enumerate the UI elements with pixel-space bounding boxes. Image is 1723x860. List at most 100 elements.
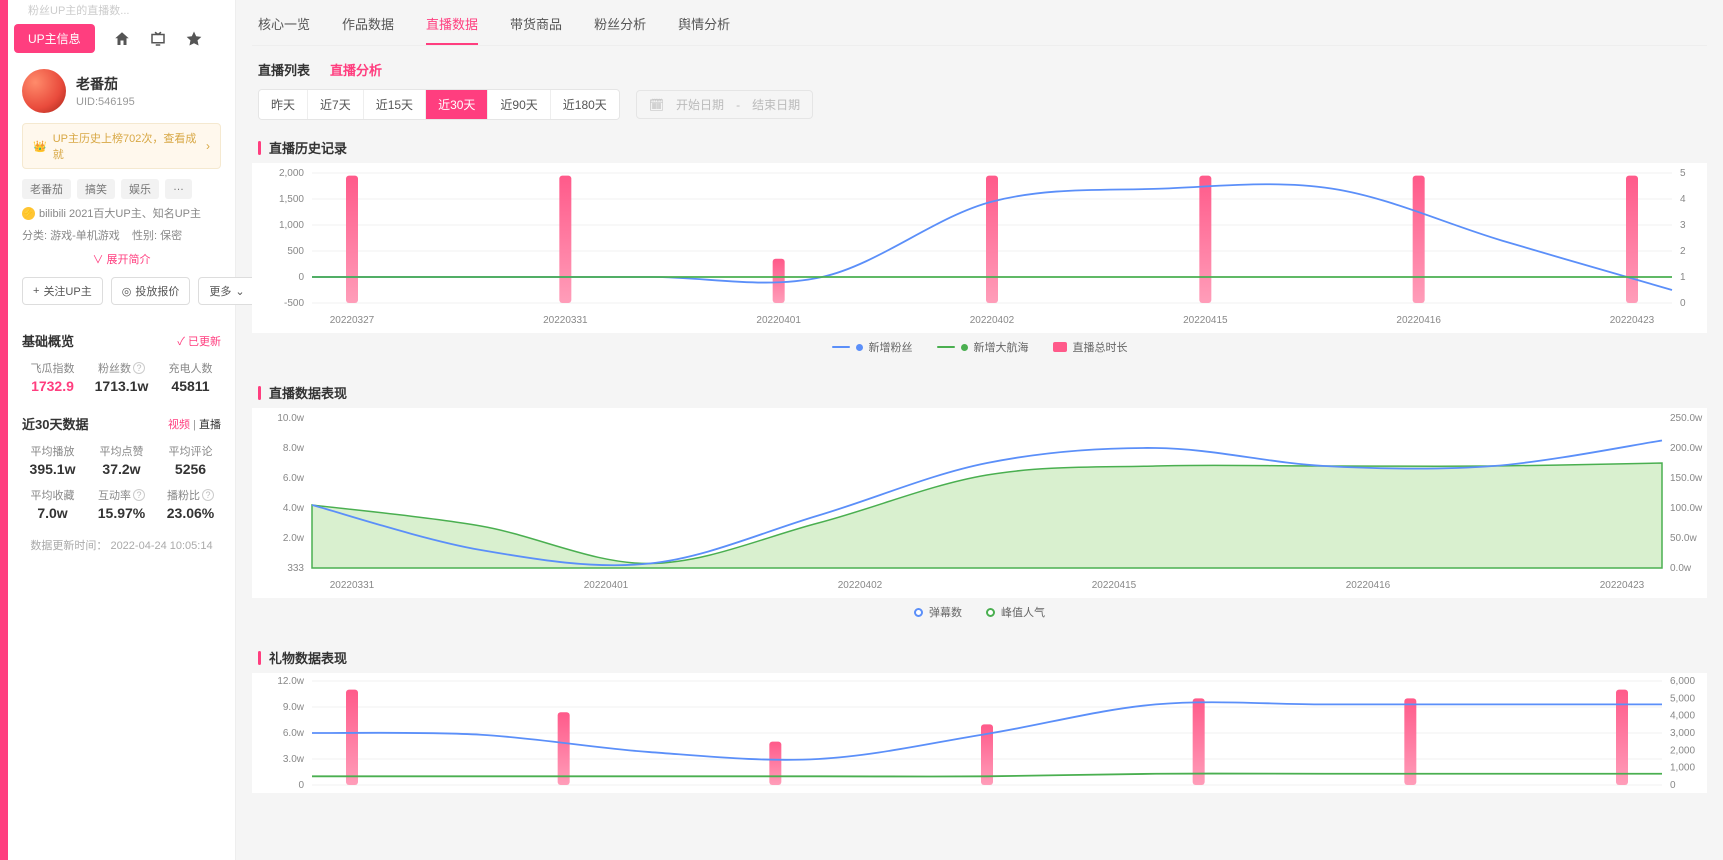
stat-value: 395.1w bbox=[18, 461, 87, 477]
date-range-picker[interactable]: 🗓 开始日期 - 结束日期 bbox=[636, 90, 813, 119]
svg-text:50.0w: 50.0w bbox=[1670, 533, 1697, 544]
subtab-analysis[interactable]: 直播分析 bbox=[330, 60, 382, 79]
plus-icon: + bbox=[33, 285, 39, 297]
svg-text:2,000: 2,000 bbox=[1670, 745, 1695, 756]
svg-text:20220402: 20220402 bbox=[838, 580, 883, 591]
range-4[interactable]: 近90天 bbox=[488, 90, 550, 119]
overview-status: ✓ 已更新 bbox=[177, 333, 221, 349]
svg-text:150.0w: 150.0w bbox=[1670, 473, 1703, 484]
help-icon[interactable]: ? bbox=[133, 362, 145, 374]
svg-text:2: 2 bbox=[1680, 246, 1686, 257]
svg-text:20220415: 20220415 bbox=[1092, 580, 1137, 591]
svg-text:20220416: 20220416 bbox=[1346, 580, 1391, 591]
tab-1[interactable]: 作品数据 bbox=[342, 14, 394, 45]
tab-2[interactable]: 直播数据 bbox=[426, 14, 478, 45]
stat-label: 播粉比 ? bbox=[156, 487, 225, 503]
range-0[interactable]: 昨天 bbox=[259, 90, 308, 119]
help-icon[interactable]: ? bbox=[202, 489, 214, 501]
crown-icon: 👑 bbox=[33, 140, 47, 153]
tags-row: 老番茄 搞笑 娱乐 … bbox=[8, 179, 235, 205]
breadcrumb-ghost: 粉丝UP主的直播数... bbox=[8, 0, 235, 18]
price-button[interactable]: ◎投放报价 bbox=[111, 277, 191, 305]
chart1-legend: 新增粉丝 新增大航海 直播总时长 bbox=[252, 333, 1707, 361]
svg-text:0: 0 bbox=[1680, 298, 1686, 309]
stat-value: 15.97% bbox=[87, 505, 156, 521]
cert-row: ⚡bilibili 2021百大UP主、知名UP主 bbox=[8, 205, 235, 225]
tab-0[interactable]: 核心一览 bbox=[258, 14, 310, 45]
near30-tab-video[interactable]: 视频 bbox=[168, 419, 190, 431]
stat-label: 互动率 ? bbox=[87, 487, 156, 503]
chart3-title: 礼物数据表现 bbox=[269, 648, 347, 667]
category-text: 分类: 游戏-单机游戏 bbox=[22, 230, 120, 242]
svg-text:20220331: 20220331 bbox=[330, 580, 375, 591]
stat-value: 37.2w bbox=[87, 461, 156, 477]
subtab-list[interactable]: 直播列表 bbox=[258, 60, 310, 79]
svg-text:3: 3 bbox=[1680, 220, 1686, 231]
tag[interactable]: 老番茄 bbox=[22, 179, 71, 199]
stat-label: 充电人数 bbox=[156, 360, 225, 376]
gender-text: 性别: 保密 bbox=[132, 230, 182, 242]
svg-text:10.0w: 10.0w bbox=[277, 413, 304, 424]
svg-text:0.0w: 0.0w bbox=[1670, 563, 1692, 574]
sidebar-tab-up-info[interactable]: UP主信息 bbox=[14, 24, 95, 53]
tag-more[interactable]: … bbox=[165, 179, 192, 199]
svg-text:6.0w: 6.0w bbox=[283, 728, 305, 739]
svg-text:0: 0 bbox=[298, 780, 304, 791]
chart2: 10.0w8.0w6.0w4.0w2.0w333250.0w200.0w150.… bbox=[252, 408, 1712, 598]
near30-tab-live[interactable]: 直播 bbox=[199, 419, 221, 431]
svg-text:2.0w: 2.0w bbox=[283, 533, 305, 544]
svg-text:20220423: 20220423 bbox=[1610, 315, 1655, 326]
range-5[interactable]: 近180天 bbox=[551, 90, 619, 119]
svg-text:6,000: 6,000 bbox=[1670, 676, 1695, 687]
svg-text:20220401: 20220401 bbox=[756, 315, 801, 326]
tab-3[interactable]: 带货商品 bbox=[510, 14, 562, 45]
chart2-legend: 弹幕数 峰值人气 bbox=[252, 598, 1707, 626]
svg-text:1,000: 1,000 bbox=[279, 220, 304, 231]
range-2[interactable]: 近15天 bbox=[364, 90, 426, 119]
home-icon[interactable] bbox=[113, 30, 131, 48]
tag[interactable]: 搞笑 bbox=[77, 179, 115, 199]
svg-text:0: 0 bbox=[1670, 780, 1676, 791]
profile-uid: UID:546195 bbox=[76, 96, 135, 108]
follow-button[interactable]: +关注UP主 bbox=[22, 277, 103, 305]
stat-value: 1713.1w bbox=[87, 378, 156, 394]
svg-text:5,000: 5,000 bbox=[1670, 693, 1695, 704]
tag[interactable]: 娱乐 bbox=[121, 179, 159, 199]
svg-text:4.0w: 4.0w bbox=[283, 503, 305, 514]
svg-text:20220327: 20220327 bbox=[330, 315, 375, 326]
svg-text:12.0w: 12.0w bbox=[277, 676, 304, 687]
profile-name: 老番茄 bbox=[76, 74, 135, 94]
range-3[interactable]: 近30天 bbox=[426, 90, 488, 119]
chart3: 12.0w9.0w6.0w3.0w06,0005,0004,0003,0002,… bbox=[252, 673, 1712, 793]
main: 核心一览 作品数据 直播数据 带货商品 粉丝分析 舆情分析 直播列表 直播分析 昨天近7天… bbox=[236, 0, 1723, 860]
overview-title: 基础概览 bbox=[22, 331, 74, 350]
expand-intro-link[interactable]: ∨ 展开简介 bbox=[8, 245, 235, 273]
stat-label: 平均播放 bbox=[18, 443, 87, 459]
cert-icon: ⚡ bbox=[22, 207, 35, 220]
star-icon[interactable] bbox=[185, 30, 203, 48]
tv-icon[interactable] bbox=[149, 30, 167, 48]
help-icon[interactable]: ? bbox=[133, 489, 145, 501]
stat-label: 平均点赞 bbox=[87, 443, 156, 459]
left-collapse-strip[interactable] bbox=[0, 0, 8, 860]
range-1[interactable]: 近7天 bbox=[308, 90, 364, 119]
svg-text:5: 5 bbox=[1680, 168, 1686, 179]
stat-value: 23.06% bbox=[156, 505, 225, 521]
svg-text:333: 333 bbox=[287, 563, 304, 574]
svg-text:20220423: 20220423 bbox=[1600, 580, 1645, 591]
svg-text:2,000: 2,000 bbox=[279, 168, 304, 179]
svg-text:1,500: 1,500 bbox=[279, 194, 304, 205]
achievement-badge[interactable]: 👑UP主历史上榜702次，查看成就 › bbox=[22, 123, 221, 169]
update-time: 数据更新时间： 2022-04-24 10:05:14 bbox=[8, 529, 235, 567]
svg-text:6.0w: 6.0w bbox=[283, 473, 305, 484]
tab-4[interactable]: 粉丝分析 bbox=[594, 14, 646, 45]
tab-5[interactable]: 舆情分析 bbox=[678, 14, 730, 45]
calendar-icon: 🗓 bbox=[649, 98, 664, 112]
svg-text:100.0w: 100.0w bbox=[1670, 503, 1703, 514]
profile-block: 老番茄 UID:546195 bbox=[8, 59, 235, 123]
avatar[interactable] bbox=[22, 69, 66, 113]
svg-text:9.0w: 9.0w bbox=[283, 702, 305, 713]
stat-label: 平均收藏 bbox=[18, 487, 87, 503]
stat-label: 粉丝数 ? bbox=[87, 360, 156, 376]
svg-text:250.0w: 250.0w bbox=[1670, 413, 1703, 424]
